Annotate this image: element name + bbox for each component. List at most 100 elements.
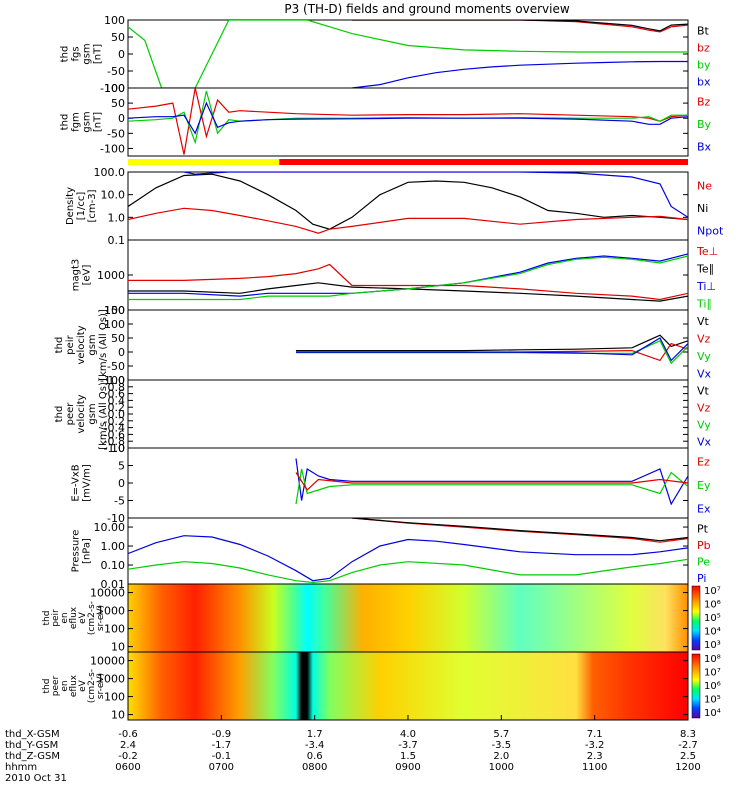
y-tick-label: 150 bbox=[104, 304, 125, 317]
y-tick-label: 0.1 bbox=[108, 234, 126, 247]
legend-entry: Vt bbox=[697, 315, 710, 328]
series-bx bbox=[351, 60, 688, 88]
y-tick-label: -100 bbox=[100, 374, 125, 387]
y-tick-label: 0.01 bbox=[101, 578, 126, 591]
y-axis-label: thd bbox=[42, 611, 52, 626]
y-tick-label: 0.4 bbox=[108, 394, 126, 407]
x-tick-label: 1.5 bbox=[400, 751, 416, 762]
x-tick-label: -3.2 bbox=[585, 740, 605, 751]
y-tick-label: 10.00 bbox=[94, 521, 126, 534]
series-Vt bbox=[296, 334, 688, 352]
legend-entry: Bx bbox=[697, 141, 712, 154]
series-Ti∥ bbox=[128, 255, 688, 301]
panel-frame bbox=[127, 379, 689, 449]
legend-entry: Vy bbox=[697, 419, 711, 432]
series-Ex bbox=[295, 458, 688, 506]
panel-peer: 1.00.80.60.40.20.0-0.2-0.4-0.6-0.8-1.0 th… bbox=[54, 374, 712, 455]
x-tick-label: 0700 bbox=[209, 762, 234, 773]
colorbar-label: 10⁴ bbox=[704, 708, 721, 719]
y-axis-label: gsm bbox=[82, 43, 93, 64]
legend-entry: Bz bbox=[697, 95, 711, 108]
y-tick-label: -0.2 bbox=[104, 415, 125, 428]
x-tick-label: 2.5 bbox=[680, 751, 696, 762]
y-axis-label: [km/s (All Qs)] bbox=[98, 309, 109, 381]
x-tick-label: -0.6 bbox=[118, 729, 138, 740]
series-Pi bbox=[128, 535, 688, 582]
series-Bx bbox=[128, 101, 688, 135]
colorbar-label: 10⁸ bbox=[704, 654, 721, 665]
y-axis-label: [nPa] bbox=[82, 538, 93, 564]
colorbar-label: 10⁵ bbox=[704, 695, 721, 706]
x-tick-label: -0.1 bbox=[212, 751, 232, 762]
legend-entry: Ni bbox=[697, 202, 708, 215]
y-tick-label: 0.0 bbox=[108, 408, 126, 421]
y-tick-label: 50 bbox=[111, 97, 125, 110]
y-tick-label: 100 bbox=[104, 691, 125, 704]
y-tick-label: -100 bbox=[100, 142, 125, 155]
x-tick-label: -3.5 bbox=[492, 740, 512, 751]
y-axis-label: eflux bbox=[69, 606, 79, 629]
y-tick-label: 0.8 bbox=[108, 381, 126, 394]
x-tick-label: 0900 bbox=[395, 762, 420, 773]
legend-entry: Bt bbox=[697, 25, 710, 38]
panel-efield: 10 5 0 -5 -10 E=-VxB [mV/m] Ez Ey Ex bbox=[71, 442, 711, 525]
y-tick-label: 10 bbox=[111, 641, 125, 654]
y-tick-label: 10000 bbox=[90, 587, 125, 600]
y-tick-label: 0.6 bbox=[108, 388, 126, 401]
y-axis-label: velocity bbox=[76, 394, 87, 433]
y-tick-label: 100 bbox=[104, 623, 125, 636]
y-axis-label: fgs bbox=[71, 46, 82, 61]
y-tick-label: 100.0 bbox=[94, 166, 126, 179]
y-axis-label: thd bbox=[54, 337, 65, 354]
colorbar-label: 10⁶ bbox=[704, 600, 721, 611]
y-tick-label: -50 bbox=[107, 127, 125, 140]
legend-entry: Ti∥ bbox=[696, 297, 712, 310]
y-tick-label: 100 bbox=[104, 318, 125, 331]
legend-entry: Pt bbox=[697, 522, 709, 535]
series-Ey bbox=[295, 468, 688, 505]
x-tick-label: -3.4 bbox=[305, 740, 325, 751]
y-tick-label: -5 bbox=[114, 495, 125, 508]
legend-entry: Pb bbox=[697, 539, 711, 552]
x-tick-label: 1000 bbox=[489, 762, 514, 773]
colorbar bbox=[691, 585, 701, 651]
panel-frame bbox=[127, 87, 689, 157]
heatmap-image bbox=[128, 652, 688, 720]
y-tick-label: 0.10 bbox=[101, 559, 126, 572]
legend-entry: Vz bbox=[697, 402, 711, 415]
panel-frame bbox=[127, 517, 689, 585]
y-tick-label: -10 bbox=[107, 512, 125, 525]
y-axis-label: eV bbox=[78, 679, 88, 692]
y-tick-label: 100 bbox=[104, 82, 125, 95]
y-axis-label: peir bbox=[65, 334, 76, 354]
x-row-label: thd_Z-GSM bbox=[5, 751, 60, 762]
mode-bar-segment bbox=[279, 159, 688, 165]
y-axis-label: [eV] bbox=[82, 265, 93, 286]
x-tick-label: 4.0 bbox=[400, 729, 416, 740]
y-axis-label: [nT] bbox=[93, 112, 104, 132]
legend-entry: bz bbox=[697, 42, 710, 55]
x-tick-label: 2.4 bbox=[120, 740, 136, 751]
y-axis-label: eflux bbox=[69, 674, 79, 697]
y-tick-label: -0.6 bbox=[104, 428, 125, 441]
x-tick-label: -3.7 bbox=[398, 740, 418, 751]
x-tick-label: -0.9 bbox=[212, 729, 232, 740]
legend-entry: Vx bbox=[697, 436, 712, 449]
y-tick-label: 10.0 bbox=[101, 189, 126, 202]
series-bz bbox=[352, 20, 688, 33]
x-tick-label: 7.1 bbox=[587, 729, 603, 740]
x-tick-label: 0.6 bbox=[307, 751, 323, 762]
x-tick-label: 0800 bbox=[302, 762, 327, 773]
panel-peir_eflux: 10⁷ 10⁶ 10⁵ 10⁴ 10³ 10000 1000 100 10 thd peir en ef… bbox=[42, 583, 721, 654]
y-axis-label: sr-eV) bbox=[96, 605, 106, 631]
colorbar bbox=[691, 653, 701, 719]
y-tick-label: 10000 bbox=[90, 655, 125, 668]
panel-pressure: 10.00 1.00 0.10 0.01 Pressure [nPa] Pt Pb Pe Pi bbox=[71, 517, 711, 591]
panel-fgs: 100 50 0 -50 -100 thd fgs gsm [nT] Bt bz by bx bbox=[60, 14, 711, 95]
y-axis-label: gsm bbox=[82, 111, 93, 132]
x-tick-label: 1100 bbox=[582, 762, 607, 773]
y-tick-label: 50 bbox=[111, 31, 125, 44]
series-by bbox=[128, 20, 688, 88]
legend-entry: bx bbox=[697, 76, 711, 89]
